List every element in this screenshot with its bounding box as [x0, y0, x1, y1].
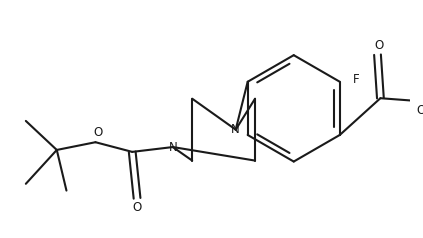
Text: F: F: [353, 73, 360, 86]
Text: O: O: [416, 104, 423, 117]
Text: O: O: [375, 39, 384, 51]
Text: O: O: [132, 202, 142, 214]
Text: N: N: [231, 123, 240, 136]
Text: O: O: [94, 126, 103, 139]
Text: N: N: [168, 141, 177, 154]
